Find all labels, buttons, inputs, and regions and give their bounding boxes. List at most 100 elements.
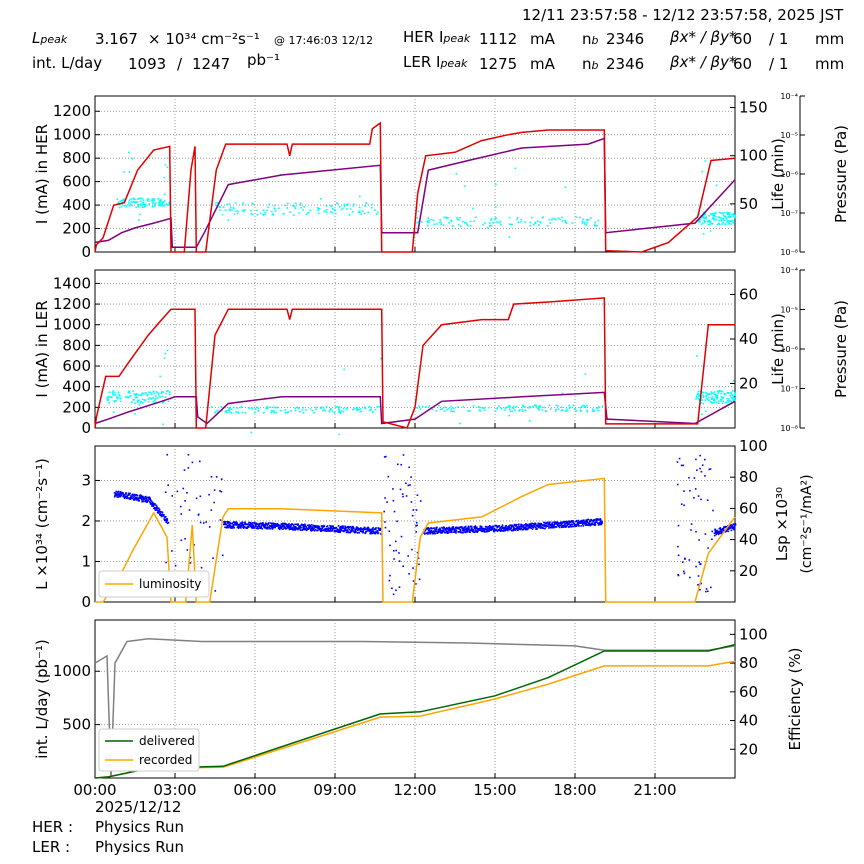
- lsp-point: [694, 488, 697, 490]
- pressure-point: [119, 395, 121, 397]
- pressure-point: [539, 406, 542, 408]
- lsp-point: [513, 528, 515, 530]
- lsp-point: [558, 526, 561, 529]
- lsp-point: [236, 522, 238, 524]
- lsp-point: [271, 524, 274, 527]
- pressure-point: [448, 222, 451, 224]
- lsp-point: [522, 528, 525, 531]
- lsp-point: [191, 461, 194, 464]
- lsp-point: [697, 584, 699, 586]
- lsp-point: [160, 515, 163, 518]
- pressure-point: [116, 198, 119, 200]
- lsp-point: [416, 524, 418, 527]
- pressure-point: [128, 204, 131, 207]
- pressure-point: [353, 203, 355, 205]
- pressure-point: [724, 393, 727, 395]
- pressure-point: [135, 206, 137, 209]
- pressure-point: [696, 355, 698, 357]
- pressure-point: [227, 219, 230, 222]
- life-line: [94, 391, 736, 425]
- lsp-point: [228, 521, 230, 523]
- lsp-point: [229, 524, 231, 527]
- lsp-point: [322, 526, 324, 528]
- pressure-point: [225, 411, 227, 413]
- lsp-point: [698, 539, 700, 541]
- y2-tick-label: 20: [739, 740, 758, 758]
- pressure-point: [731, 390, 734, 392]
- lsp-point: [430, 531, 432, 534]
- lsp-point: [407, 555, 409, 557]
- lsp-point: [418, 578, 421, 581]
- pressure-point: [137, 204, 140, 207]
- pressure-point: [416, 407, 418, 409]
- pressure-point: [367, 211, 369, 214]
- lsp-point: [517, 529, 519, 531]
- lsp-point: [259, 527, 262, 529]
- lsp-point: [561, 522, 563, 524]
- pressure-point: [275, 406, 277, 409]
- lsp-point: [513, 526, 515, 529]
- lsp-point: [309, 524, 312, 527]
- pressure-point: [164, 164, 167, 166]
- pressure-point: [215, 204, 218, 207]
- pressure-point: [118, 393, 120, 396]
- pressure-point: [117, 397, 120, 399]
- lsp-point: [503, 529, 505, 531]
- lsp-point: [578, 524, 580, 527]
- pressure-point: [290, 410, 292, 412]
- lsp-point: [280, 525, 282, 528]
- lsp-point: [355, 531, 357, 533]
- pressure-point: [723, 211, 726, 214]
- lsp-point: [149, 497, 151, 500]
- pressure-point: [726, 400, 729, 402]
- pressure-point: [219, 209, 221, 211]
- lpeak-label: Lpeak: [32, 29, 68, 47]
- lsp-point: [474, 528, 477, 530]
- pressure-point: [734, 393, 737, 395]
- pressure-point: [712, 214, 714, 217]
- lsp-point: [296, 523, 298, 526]
- lsp-point: [287, 525, 290, 528]
- lsp-point: [599, 523, 601, 526]
- pressure-point: [142, 199, 145, 201]
- legend-label-delivered: delivered: [139, 734, 195, 748]
- pressure-point: [709, 230, 712, 232]
- lsp-point: [203, 522, 205, 524]
- lsp-point: [164, 491, 167, 493]
- pressure-point: [371, 411, 374, 413]
- lsp-point: [144, 500, 147, 503]
- pressure-point: [159, 199, 161, 202]
- lsp-point: [277, 525, 279, 528]
- lsp-point: [210, 476, 213, 478]
- lsp-point: [320, 530, 322, 532]
- pressure-point: [164, 352, 167, 355]
- pressure-point: [708, 215, 710, 217]
- lsp-point: [349, 526, 351, 528]
- pressure-point: [574, 408, 577, 410]
- pressure-point: [322, 409, 324, 412]
- lsp-point: [568, 523, 571, 525]
- pressure-point: [504, 409, 506, 412]
- lsp-point: [241, 523, 244, 526]
- lsp-point: [294, 526, 297, 528]
- lsp-point: [518, 525, 521, 528]
- pressure-point: [697, 220, 700, 223]
- lsp-point: [120, 494, 123, 497]
- lsp-point: [180, 539, 183, 542]
- lsp-point: [312, 526, 314, 529]
- pressure-point: [708, 396, 710, 399]
- lsp-point: [338, 527, 341, 529]
- y2-tick-label: 80: [739, 654, 758, 672]
- pressure-point: [359, 411, 361, 413]
- lsp-point: [729, 524, 731, 527]
- her-peak-unit: mA: [530, 30, 555, 48]
- lsp-point: [233, 527, 235, 529]
- lsp-point: [267, 526, 269, 528]
- lsp-point: [149, 502, 152, 504]
- lsp-point: [492, 525, 495, 528]
- lsp-point: [480, 525, 483, 528]
- pressure-point: [152, 391, 155, 393]
- pressure-point: [162, 204, 164, 207]
- pressure-point: [270, 411, 272, 414]
- pressure-point: [488, 225, 491, 227]
